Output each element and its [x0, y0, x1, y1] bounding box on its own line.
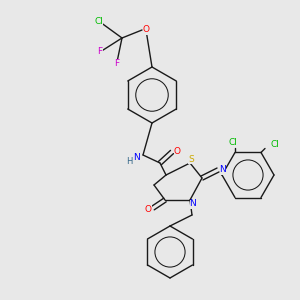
Text: S: S	[188, 154, 194, 164]
Text: F: F	[98, 47, 103, 56]
Text: H: H	[126, 157, 132, 166]
Text: Cl: Cl	[229, 138, 237, 147]
Text: O: O	[142, 26, 149, 34]
Text: N: N	[220, 166, 226, 175]
Text: O: O	[173, 146, 181, 155]
Text: Cl: Cl	[271, 140, 279, 149]
Text: N: N	[190, 200, 196, 208]
Text: N: N	[134, 152, 140, 161]
Text: Cl: Cl	[94, 17, 103, 26]
Text: F: F	[114, 58, 120, 68]
Text: O: O	[145, 205, 152, 214]
